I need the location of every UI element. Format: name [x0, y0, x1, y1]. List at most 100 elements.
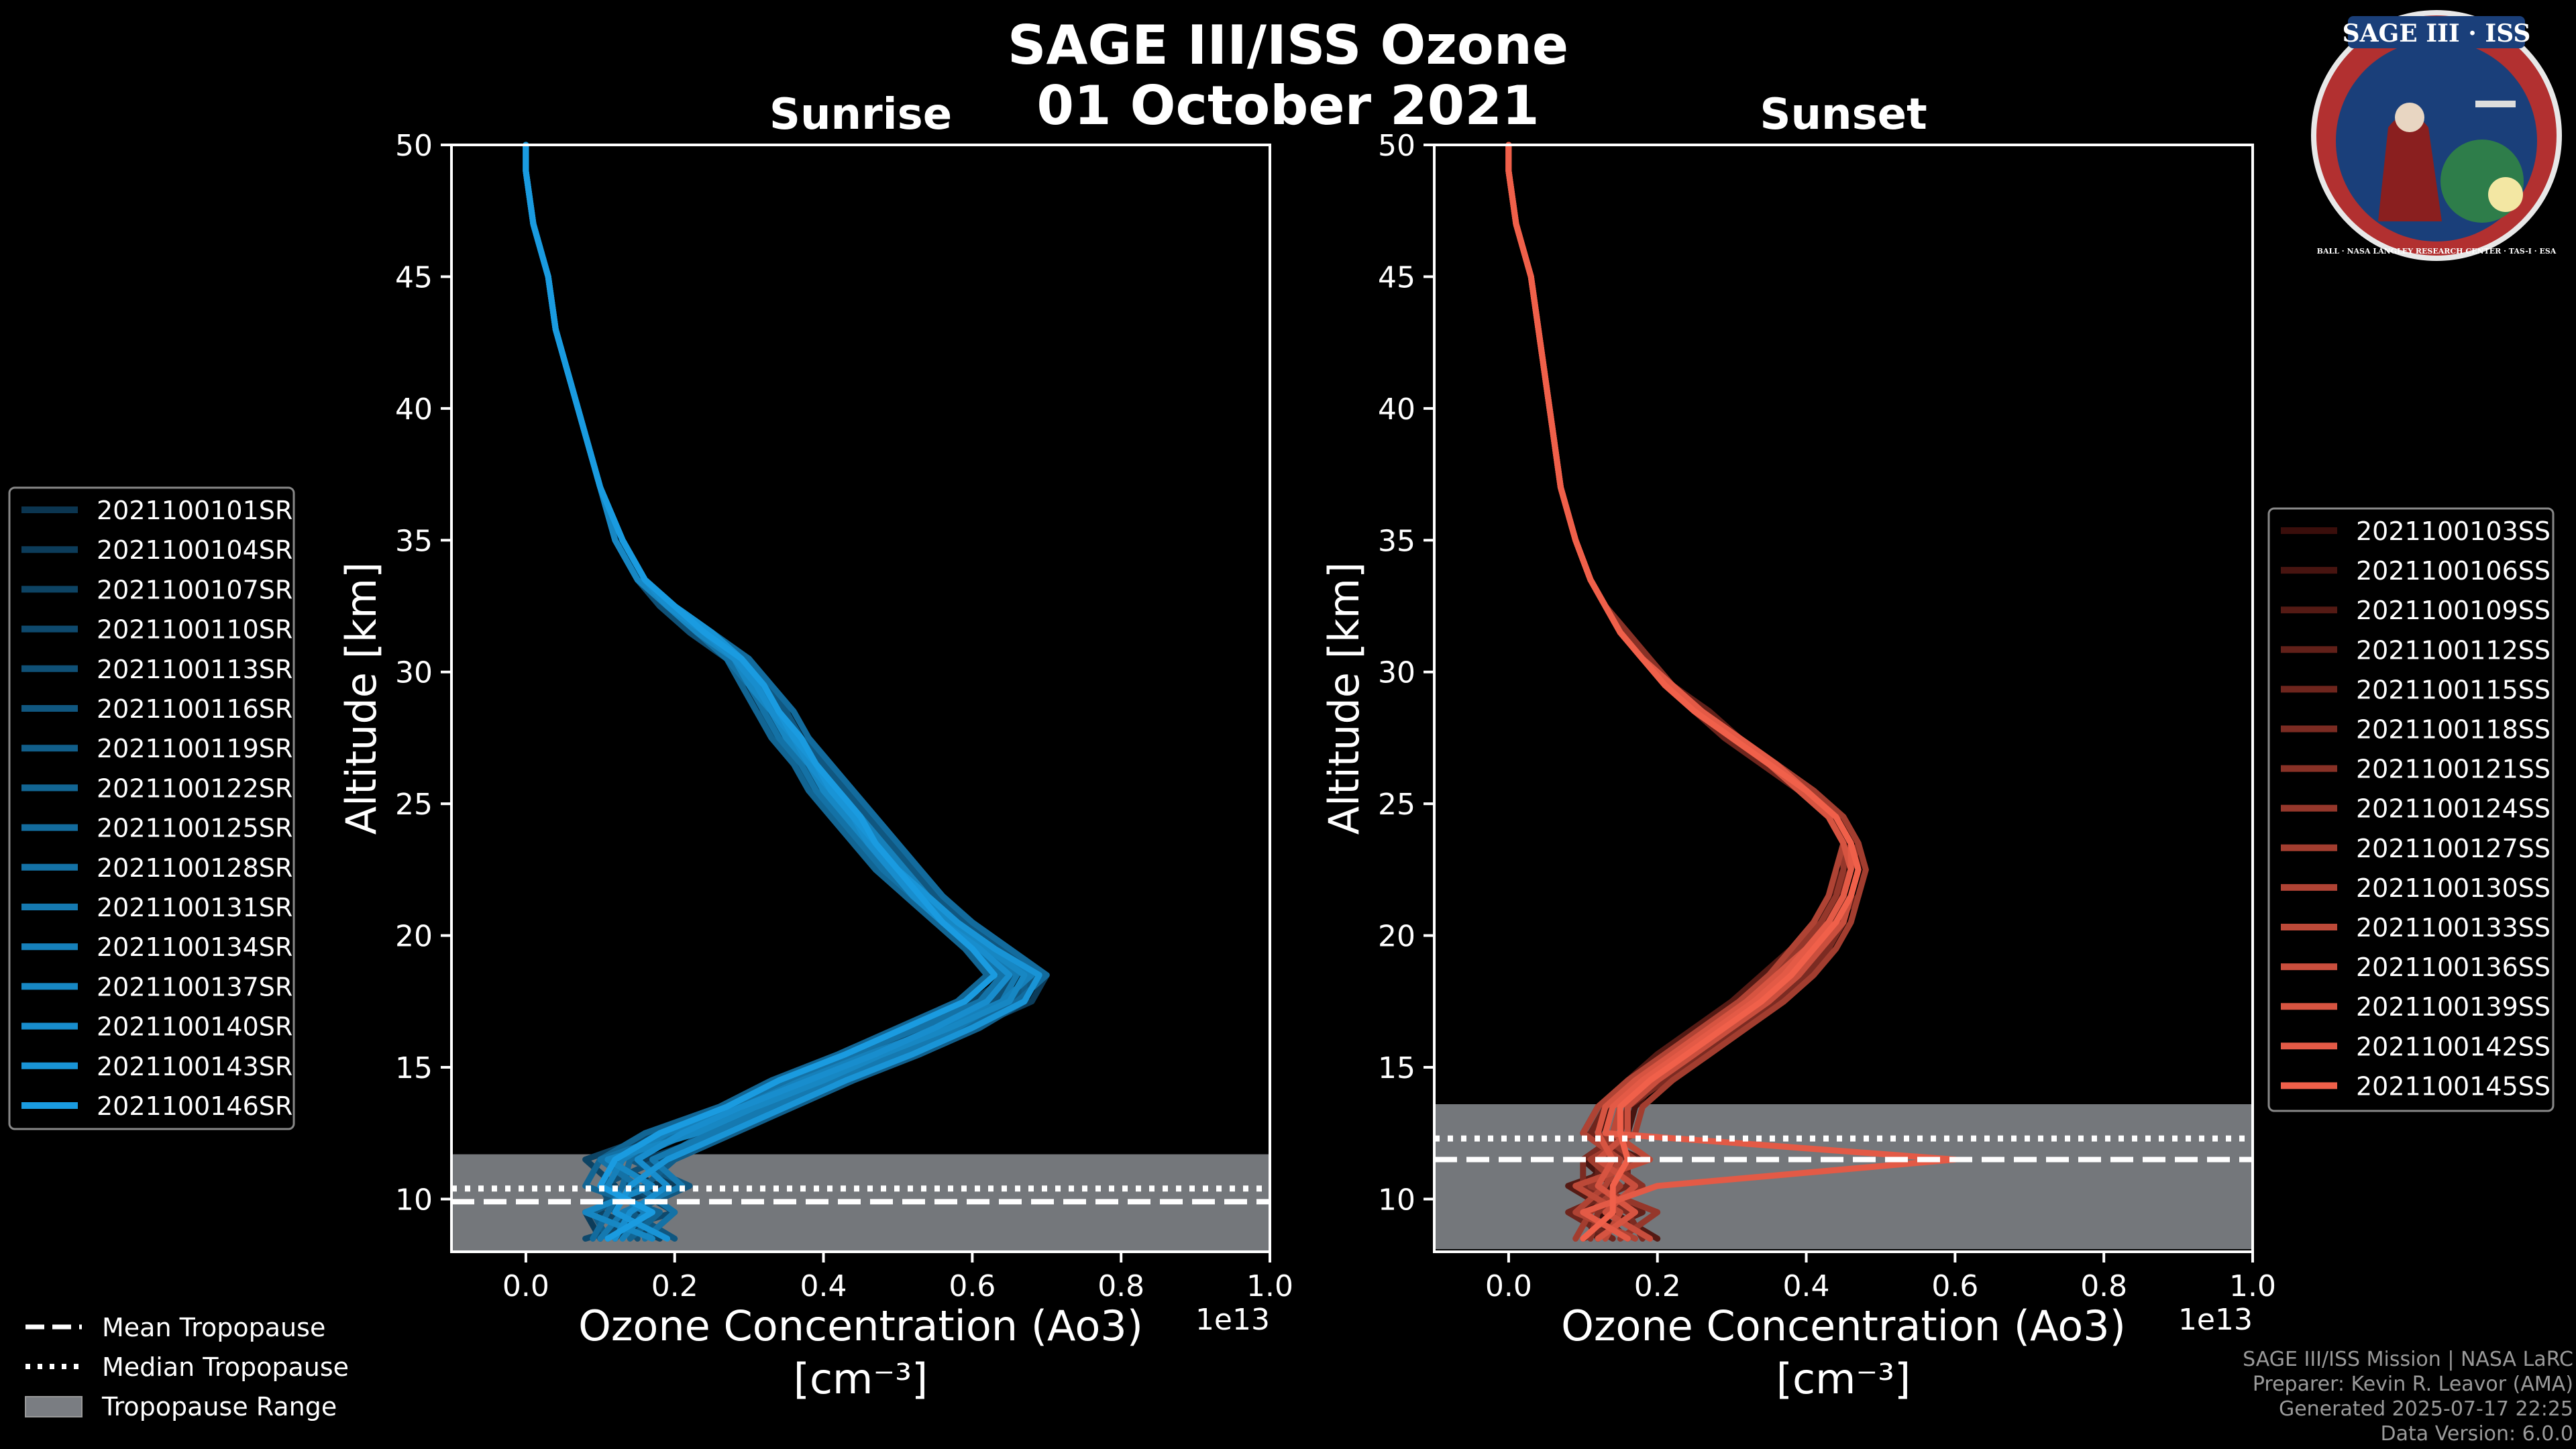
ss-y-tick-label: 20	[1378, 920, 1415, 954]
ss-legend-label: 2021100127SS	[2356, 834, 2551, 863]
sr-y-tick-label: 45	[395, 260, 433, 294]
logo-ring-text: BALL · NASA LANGLEY RESEARCH CENTER · TA…	[2317, 247, 2557, 256]
ss-legend-label: 2021100124SS	[2356, 794, 2551, 824]
sunrise-plot: 0.0 0.2 0.4 0.6 0.8 1.0 10 15 20 25 30 35 40 45 50 Al…	[337, 129, 1293, 1403]
tropopause-range-legend-swatch	[25, 1396, 83, 1417]
tropopause-legend: Mean Tropopause Median Tropopause Tropop…	[25, 1313, 349, 1421]
ss-legend-label: 2021100118SS	[2356, 715, 2551, 745]
ss-x-tick-label: 0.8	[2080, 1269, 2127, 1303]
sage-iss-mission-logo: SAGE III · ISS BALL · NASA LANGLEY RESEA…	[2311, 10, 2562, 261]
median-tropopause-legend-label: Median Tropopause	[102, 1352, 349, 1382]
sr-x-tick-label: 0.2	[651, 1269, 698, 1303]
ss-y-tick-label: 40	[1378, 392, 1415, 427]
ss-x-tick-label: 0.4	[1783, 1269, 1830, 1303]
ss-x-tick-label: 0.6	[1931, 1269, 1978, 1303]
ss-y-tick-label: 30	[1378, 656, 1415, 690]
sunrise-profile-lines	[523, 142, 1050, 1242]
sr-legend-label: 2021100128SR	[97, 853, 292, 883]
sr-legend-label: 2021100101SR	[97, 496, 292, 525]
ss-legend-label: 2021100130SS	[2356, 873, 2551, 903]
sunset-profile-lines	[1505, 142, 1958, 1242]
figure-title-line2: 01 October 2021	[1036, 74, 1539, 137]
ss-y-tick-label: 15	[1378, 1051, 1415, 1085]
footer-mission: SAGE III/ISS Mission | NASA LaRC	[2243, 1348, 2573, 1371]
sr-legend-label: 2021100122SR	[97, 773, 292, 803]
sunrise-legend-frame	[8, 486, 295, 1130]
sr-y-tick-label: 30	[395, 656, 433, 690]
sr-legend-label: 2021100131SR	[97, 893, 292, 922]
sunrise-y-ticks: 10 15 20 25 30 35 40 45 50	[395, 129, 451, 1217]
sr-x-tick-label: 0.4	[800, 1269, 847, 1303]
tropopause-range-legend-label: Tropopause Range	[101, 1392, 337, 1421]
sunset-y-ticks: 10 15 20 25 30 35 40 45 50	[1378, 129, 1434, 1217]
sunrise-plot-background	[451, 145, 1270, 1252]
ss-y-tick-label: 50	[1378, 129, 1415, 163]
sr-profile-line-2021100146SR	[523, 142, 998, 1242]
sr-legend-label: 2021100104SR	[97, 535, 292, 565]
sunset-x-axis-label: Ozone Concentration (Ao3)	[1561, 1301, 2126, 1350]
ss-legend-label: 2021100142SS	[2356, 1032, 2551, 1061]
ss-y-tick-label: 25	[1378, 788, 1415, 822]
sunrise-panel-title: Sunrise	[769, 90, 952, 140]
sunset-y-axis-label: Altitude [km]	[1320, 562, 1368, 835]
ss-y-tick-label: 35	[1378, 524, 1415, 558]
sr-x-tick-label: 0.0	[502, 1269, 549, 1303]
ss-legend-label: 2021100121SS	[2356, 755, 2551, 784]
sr-y-tick-label: 15	[395, 1051, 433, 1085]
sr-y-tick-label: 20	[395, 920, 433, 954]
sunrise-x-offset-label: 1e13	[1195, 1303, 1270, 1337]
sr-legend-label: 2021100107SR	[97, 575, 292, 604]
sunset-x-offset-label: 1e13	[2178, 1303, 2253, 1337]
footer-generated: Generated 2025-07-17 22:25	[2278, 1397, 2573, 1421]
sr-legend-label: 2021100140SR	[97, 1012, 292, 1042]
sr-x-tick-label: 1.0	[1246, 1269, 1293, 1303]
ss-y-tick-label: 10	[1378, 1183, 1415, 1217]
sunset-plot-background	[1434, 145, 2253, 1252]
sr-legend-label: 2021100110SR	[97, 615, 292, 645]
sr-legend-label: 2021100146SR	[97, 1091, 292, 1121]
sr-legend-label: 2021100116SR	[97, 694, 292, 724]
footer-preparer: Preparer: Kevin R. Leavor (AMA)	[2252, 1373, 2573, 1396]
sr-legend-label: 2021100125SR	[97, 814, 292, 843]
ss-legend-label: 2021100133SS	[2356, 913, 2551, 943]
sr-x-tick-label: 0.6	[949, 1269, 996, 1303]
sr-x-tick-label: 0.8	[1097, 1269, 1144, 1303]
sunrise-y-axis-label: Altitude [km]	[337, 562, 386, 835]
sr-y-tick-label: 10	[395, 1183, 433, 1217]
sunset-plot: 0.0 0.2 0.4 0.6 0.8 1.0 10 15 20 25 30 35 40 45 50 Al…	[1320, 129, 2276, 1403]
logo-title: SAGE III · ISS	[2343, 19, 2531, 48]
figure-footer: SAGE III/ISS Mission | NASA LaRC Prepare…	[2243, 1347, 2573, 1446]
sr-legend-label: 2021100119SR	[97, 734, 292, 763]
sunrise-legend: 2021100101SR 2021100104SR 2021100107SR 2021…	[8, 486, 295, 1130]
sunrise-x-axis-label: Ozone Concentration (Ao3)	[578, 1301, 1143, 1350]
sr-y-tick-label: 35	[395, 524, 433, 558]
ss-legend-label: 2021100106SS	[2356, 556, 2551, 586]
sunset-plot-frame	[1433, 144, 2254, 1253]
logo-station	[2475, 101, 2516, 107]
ss-profile-line-2021100145SS	[1505, 142, 1862, 1242]
ss-x-tick-label: 0.2	[1634, 1269, 1681, 1303]
sr-legend-label: 2021100134SR	[97, 932, 292, 962]
logo-moon	[2488, 177, 2523, 212]
sunrise-x-axis-units: [cm⁻³]	[794, 1354, 928, 1403]
sr-legend-label: 2021100113SR	[97, 655, 292, 684]
ss-legend-label: 2021100115SS	[2356, 675, 2551, 704]
sr-legend-label: 2021100137SR	[97, 972, 292, 1002]
sunset-legend: 2021100103SS 2021100106SS 2021100109SS 2021…	[2267, 507, 2555, 1112]
sunset-tropopause-layer	[1434, 1104, 2253, 1250]
ss-y-tick-label: 45	[1378, 260, 1415, 294]
ss-x-tick-label: 1.0	[2229, 1269, 2276, 1303]
sr-y-tick-label: 40	[395, 392, 433, 427]
mean-tropopause-legend-label: Mean Tropopause	[102, 1313, 325, 1342]
ss-legend-label: 2021100112SS	[2356, 635, 2551, 665]
ss-legend-label: 2021100136SS	[2356, 953, 2551, 982]
ss-legend-label: 2021100139SS	[2356, 992, 2551, 1022]
sr-y-tick-label: 50	[395, 129, 433, 163]
sunset-legend-frame	[2267, 507, 2555, 1112]
logo-banner	[2348, 16, 2525, 48]
sunrise-plot-frame	[450, 144, 1271, 1253]
sunset-x-axis-units: [cm⁻³]	[1776, 1354, 1911, 1403]
footer-data-version: Data Version: 6.0.0	[2380, 1422, 2573, 1446]
logo-figure-head	[2395, 103, 2424, 132]
